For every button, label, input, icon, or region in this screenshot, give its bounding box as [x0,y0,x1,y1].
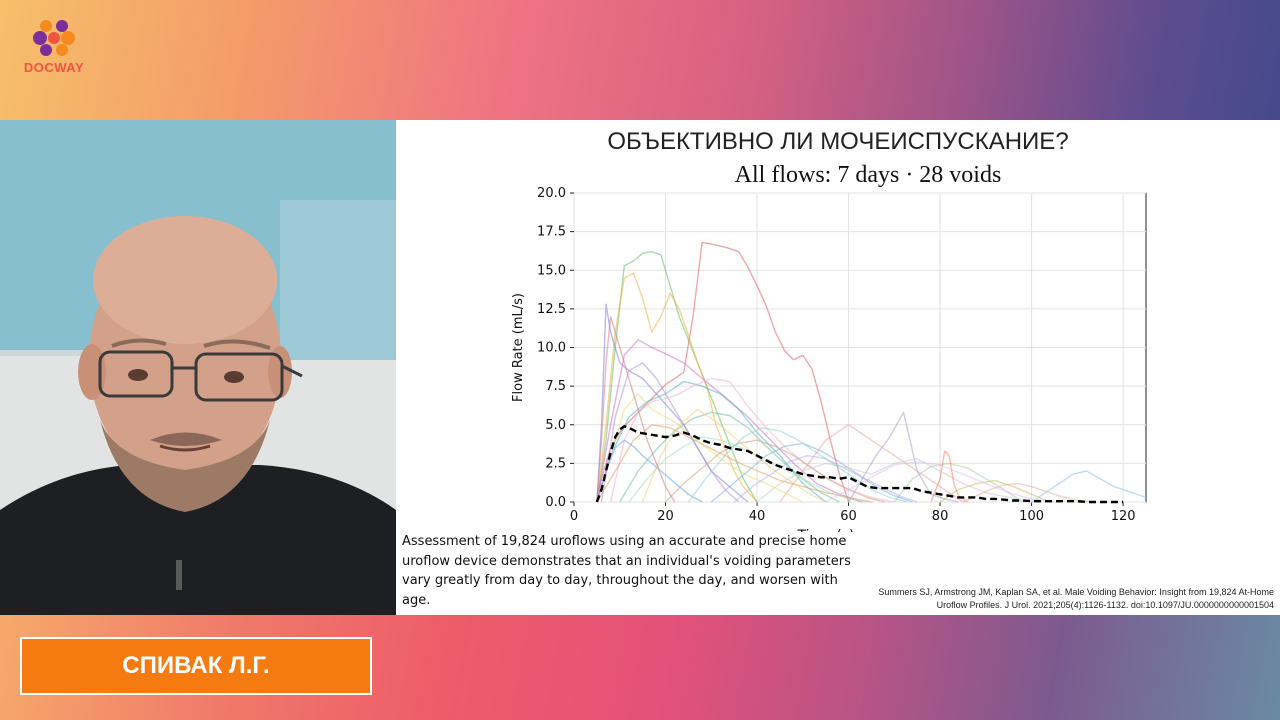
y-tick-label: 0.0 [545,495,566,510]
x-tick-label: 40 [749,509,766,524]
flow-series-line [847,411,959,503]
y-axis-label: Flow Rate (mL/s) [511,293,526,402]
y-tick-label: 17.5 [537,225,566,240]
x-tick-label: 20 [657,509,674,524]
flow-series-line [596,339,863,503]
flow-series-line [893,462,1023,503]
docway-logo: DOCWAY [22,18,86,78]
top-banner [0,0,1280,120]
speaker-name: СПИВАК Л.Г. [122,652,270,679]
speaker-webcam [0,120,396,615]
flow-series-line [930,450,968,503]
docway-logo-icon [33,20,75,56]
flow-series-line [596,380,827,503]
x-tick-label: 120 [1111,509,1136,524]
flow-series-line [600,362,740,503]
slide-citation: Summers SJ, Armstrong JM, Kaplan SA, et … [878,587,1274,610]
flow-series-line [596,272,758,503]
flow-series-line [596,439,703,503]
presentation-slide: ОБЪЕКТИВНО ЛИ МОЧЕИСПУСКАНИЕ? All flows:… [396,120,1280,615]
y-tick-label: 5.0 [545,418,566,433]
y-tick-label: 12.5 [537,302,566,317]
y-tick-label: 15.0 [537,263,566,278]
y-tick-label: 20.0 [537,186,566,201]
mean-flow-line [595,424,1124,504]
speaker-video-image [0,120,396,615]
flow-series-line [825,461,1055,503]
flow-series-line [687,427,909,503]
flow-series-line [779,424,964,503]
x-tick-label: 80 [932,509,949,524]
flow-series-line [962,482,1096,503]
docway-logo-text: DOCWAY [23,60,85,75]
speaker-name-plate: СПИВАК Л.Г. [20,637,372,695]
x-tick-label: 0 [570,509,578,524]
y-tick-label: 10.0 [537,341,566,356]
slide-title: ОБЪЕКТИВНО ЛИ МОЧЕИСПУСКАНИЕ? [607,128,1069,155]
y-tick-label: 7.5 [545,379,566,394]
x-tick-label: 100 [1019,509,1044,524]
slide-caption: Assessment of 19,824 uroflows using an a… [402,534,851,608]
x-axis-label: Time (s) [797,528,855,532]
chart-title: All flows: 7 days · 28 voids [735,162,1002,188]
flow-series-line [939,479,1051,503]
flow-series-line [733,454,918,503]
x-tick-label: 60 [840,509,857,524]
flow-series-line [756,458,1032,503]
flow-series-line [596,315,676,503]
flow-series-line [710,442,913,503]
flow-series-line [1031,470,1147,503]
flow-series-line [596,241,850,503]
flow-rate-chart: All flows: 7 days · 28 voids 0 20 40 60 80 100… [511,162,1147,532]
y-tick-label: 2.5 [545,456,566,471]
